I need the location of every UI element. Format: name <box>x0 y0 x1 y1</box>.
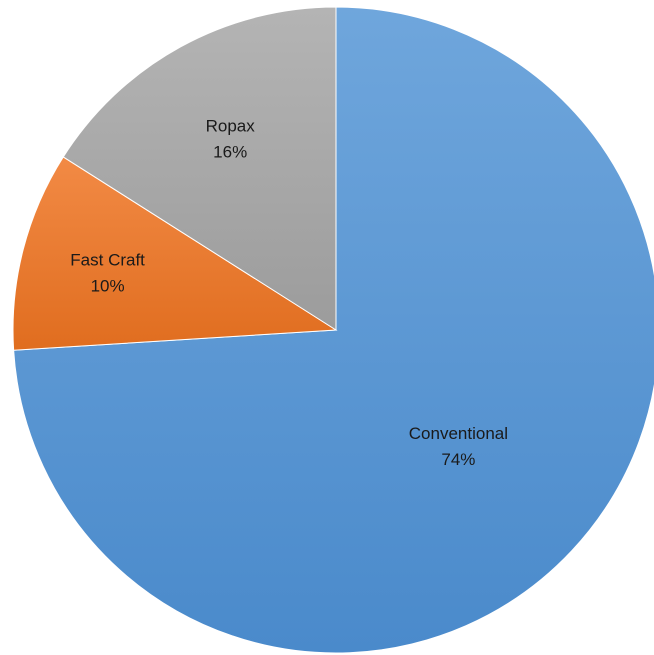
slice-name-label: Conventional <box>409 424 508 443</box>
slice-name-label: Ropax <box>206 117 256 136</box>
pie-labels: Conventional 74% Fast Craft 10% Ropax 16% <box>70 117 508 470</box>
slice-percent-label: 74% <box>441 450 475 469</box>
pie-slice-ropax <box>62 6 337 331</box>
pie-slice-conventional <box>13 6 654 654</box>
pie-slices <box>12 6 654 654</box>
slice-name-label: Fast Craft <box>70 250 145 269</box>
pie-slice-fast-craft <box>12 156 338 351</box>
slice-percent-label: 10% <box>91 276 125 295</box>
slice-percent-label: 16% <box>213 143 247 162</box>
